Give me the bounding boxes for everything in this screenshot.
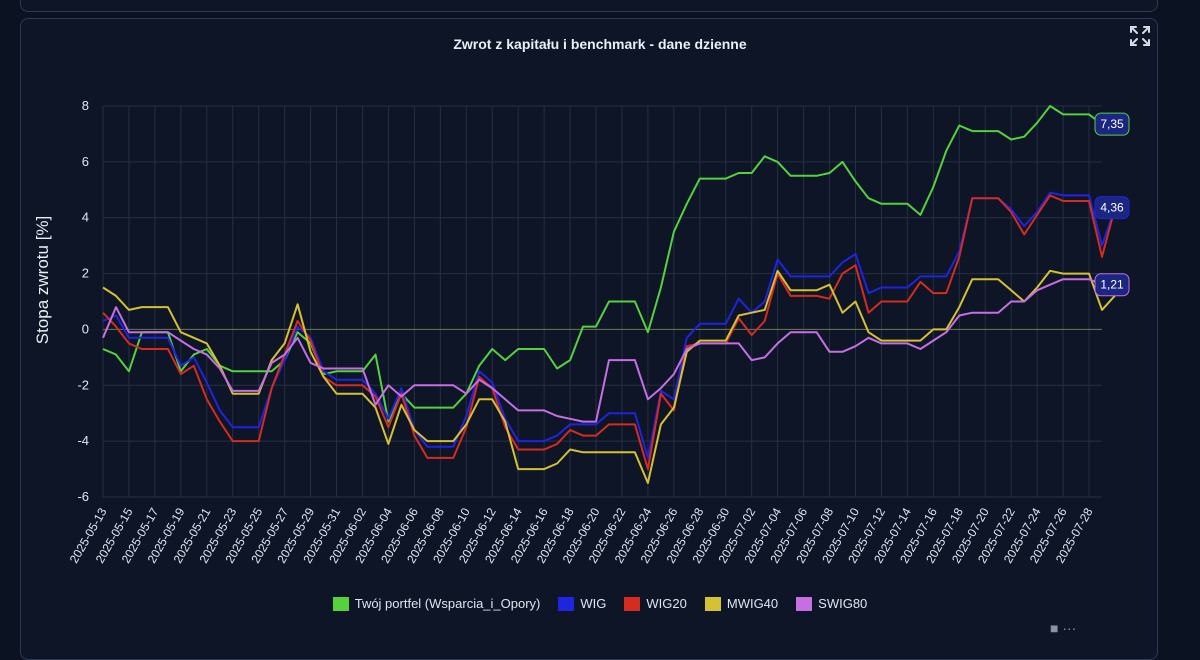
- y-tick-label: -2: [77, 377, 89, 392]
- legend-item[interactable]: WIG: [558, 596, 606, 611]
- legend-label: Twój portfel (Wsparcia_i_Opory): [354, 596, 541, 611]
- series-line-swig80: [102, 278, 1103, 423]
- y-tick-label: 0: [82, 321, 89, 336]
- legend-label: WIG20: [646, 596, 687, 611]
- y-tick-label: 2: [82, 266, 89, 281]
- end-value-label: 7,35: [1100, 117, 1124, 131]
- expand-button[interactable]: [1128, 24, 1152, 48]
- top-card: [20, 0, 1158, 12]
- chart-title: Zwrot z kapitału i benchmark - dane dzie…: [453, 36, 747, 52]
- legend-item[interactable]: WIG20: [624, 596, 687, 611]
- end-value-label: 1,21: [1100, 278, 1124, 292]
- legend-swatch: [332, 596, 349, 611]
- end-value-badge: [1094, 273, 1130, 297]
- y-tick-label: -4: [77, 433, 89, 448]
- expand-icon: [1130, 26, 1150, 46]
- chart-panel: [20, 18, 1158, 660]
- end-value-badge: [1094, 196, 1130, 220]
- legend-item[interactable]: SWIG80: [796, 596, 867, 611]
- end-value-badge: [1094, 112, 1130, 136]
- legend-label: SWIG80: [818, 596, 868, 611]
- legend-swatch: [704, 596, 721, 611]
- legend-item[interactable]: Twój portfel (Wsparcia_i_Opory): [332, 596, 541, 611]
- series-line-mwig40: [102, 269, 1116, 484]
- end-value-label: 4,36: [1100, 201, 1124, 215]
- legend-swatch: [624, 596, 641, 611]
- legend-item[interactable]: MWIG40: [704, 596, 779, 611]
- line-chart: 2025-05-132025-05-152025-05-172025-05-19…: [33, 98, 1130, 566]
- legend-swatch: [558, 596, 575, 611]
- y-tick-label: 6: [82, 154, 89, 169]
- legend-label: WIG: [580, 596, 607, 611]
- y-tick-label: 8: [82, 98, 89, 113]
- series-line-wig20: [102, 194, 1116, 471]
- legend: Twój portfel (Wsparcia_i_Opory) WIG WIG20 M…: [0, 596, 1200, 611]
- y-axis-label: Stopa zwrotu [%]: [33, 216, 52, 345]
- brand-logo: ■ ···: [1050, 620, 1077, 636]
- legend-swatch: [796, 596, 813, 611]
- series-line-wig: [102, 191, 1116, 459]
- series-line-tw-j-portfel-wsparcia-i-opory-: [102, 105, 1103, 423]
- legend-label: MWIG40: [726, 596, 779, 611]
- y-tick-label: 4: [82, 210, 89, 225]
- y-tick-label: -6: [77, 489, 89, 504]
